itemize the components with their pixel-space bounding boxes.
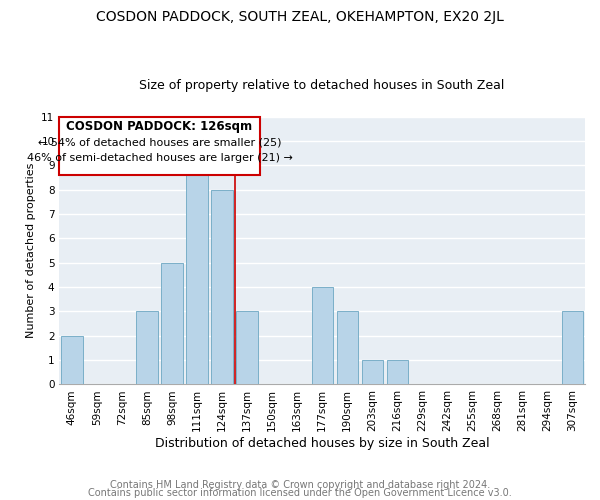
Text: 46% of semi-detached houses are larger (21) →: 46% of semi-detached houses are larger (… [26,153,292,163]
Y-axis label: Number of detached properties: Number of detached properties [26,163,35,338]
Bar [362,360,383,384]
X-axis label: Distribution of detached houses by size in South Zeal: Distribution of detached houses by size … [155,437,490,450]
Text: COSDON PADDOCK: 126sqm: COSDON PADDOCK: 126sqm [67,120,253,133]
Bar [311,287,333,384]
Bar [562,312,583,384]
Text: Contains HM Land Registry data © Crown copyright and database right 2024.: Contains HM Land Registry data © Crown c… [110,480,490,490]
Text: ← 54% of detached houses are smaller (25): ← 54% of detached houses are smaller (25… [38,138,281,147]
Bar [187,166,208,384]
Text: Contains public sector information licensed under the Open Government Licence v3: Contains public sector information licen… [88,488,512,498]
Title: Size of property relative to detached houses in South Zeal: Size of property relative to detached ho… [139,79,505,92]
Bar [236,312,258,384]
Bar [211,190,233,384]
Bar [386,360,408,384]
Bar [136,312,158,384]
Bar [161,263,182,384]
Bar [337,312,358,384]
Bar [61,336,83,384]
Text: COSDON PADDOCK, SOUTH ZEAL, OKEHAMPTON, EX20 2JL: COSDON PADDOCK, SOUTH ZEAL, OKEHAMPTON, … [96,10,504,24]
Bar [59,117,260,175]
